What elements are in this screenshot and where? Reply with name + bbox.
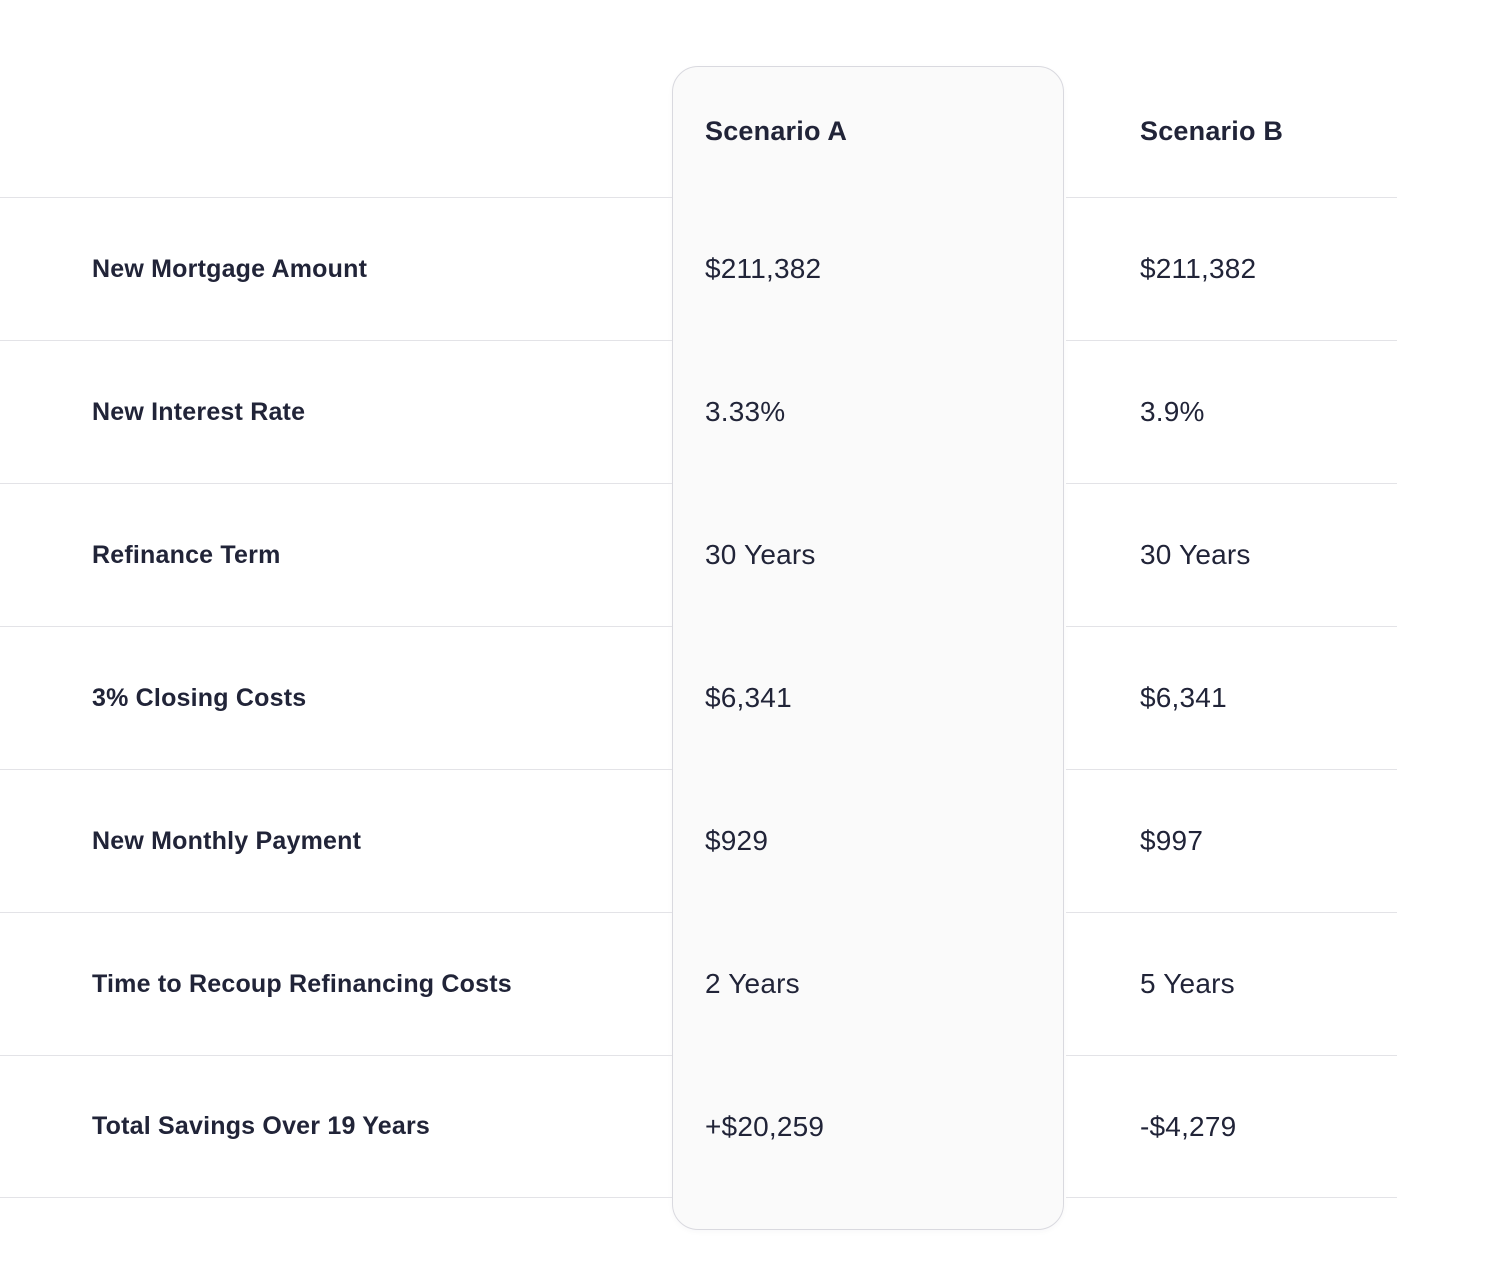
row-left-margin bbox=[0, 197, 92, 340]
row-label-cell: New Interest Rate bbox=[92, 340, 672, 483]
row-label-cell: Time to Recoup Refinancing Costs bbox=[92, 912, 672, 1055]
row-right-margin bbox=[1397, 912, 1506, 1055]
row-label: New Monthly Payment bbox=[92, 826, 362, 855]
row-right-margin bbox=[1397, 340, 1506, 483]
scenario-a-title: Scenario A bbox=[705, 116, 848, 146]
scenario-a-value: +$20,259 bbox=[705, 1110, 825, 1142]
scenario-b-value-cell: $6,341 bbox=[1066, 626, 1397, 769]
row-label-cell: Total Savings Over 19 Years bbox=[92, 1055, 672, 1198]
scenario-b-value-cell: -$4,279 bbox=[1066, 1055, 1397, 1198]
row-left-margin bbox=[0, 340, 92, 483]
table-row: Time to Recoup Refinancing Costs 2 Years 5… bbox=[0, 912, 1506, 1055]
row-label-cell: New Mortgage Amount bbox=[92, 197, 672, 340]
column-header-scenario-b: Scenario B bbox=[1066, 0, 1397, 197]
scenario-a-value-cell: $929 bbox=[672, 769, 1066, 912]
table-row: New Interest Rate 3.33% 3.9% bbox=[0, 340, 1506, 483]
scenario-a-value-cell: 2 Years bbox=[672, 912, 1066, 1055]
row-label: 3% Closing Costs bbox=[92, 683, 307, 712]
row-right-margin bbox=[1397, 197, 1506, 340]
comparison-rows: New Mortgage Amount $211,382 $211,382 New I… bbox=[0, 197, 1506, 1198]
scenario-a-value: $211,382 bbox=[705, 252, 822, 284]
row-label: New Mortgage Amount bbox=[92, 254, 368, 283]
scenario-a-value: 2 Years bbox=[705, 967, 800, 999]
scenario-b-value: 30 Years bbox=[1140, 539, 1251, 570]
row-label: Time to Recoup Refinancing Costs bbox=[92, 969, 512, 998]
scenario-b-value-cell: $211,382 bbox=[1066, 197, 1397, 340]
table-row: Refinance Term 30 Years 30 Years bbox=[0, 483, 1506, 626]
header-label-spacer bbox=[92, 0, 672, 197]
scenario-b-title: Scenario B bbox=[1140, 116, 1284, 146]
row-label: Total Savings Over 19 Years bbox=[92, 1112, 430, 1141]
row-label-cell: New Monthly Payment bbox=[92, 769, 672, 912]
column-header-scenario-a: Scenario A bbox=[672, 0, 1066, 197]
row-left-margin bbox=[0, 626, 92, 769]
table-header-row: Scenario A Scenario B bbox=[0, 0, 1506, 197]
table-row: 3% Closing Costs $6,341 $6,341 bbox=[0, 626, 1506, 769]
row-left-margin bbox=[0, 1055, 92, 1198]
scenario-b-value-cell: 5 Years bbox=[1066, 912, 1397, 1055]
row-label: New Interest Rate bbox=[92, 397, 306, 426]
table-row: New Monthly Payment $929 $997 bbox=[0, 769, 1506, 912]
row-left-margin bbox=[0, 912, 92, 1055]
scenario-a-value-cell: +$20,259 bbox=[672, 1055, 1066, 1198]
scenario-a-value: 30 Years bbox=[705, 538, 816, 570]
scenario-a-value: 3.33% bbox=[705, 395, 786, 427]
scenario-b-value-cell: 3.9% bbox=[1066, 340, 1397, 483]
scenario-b-value-cell: 30 Years bbox=[1066, 483, 1397, 626]
row-right-margin bbox=[1397, 1055, 1506, 1198]
scenario-b-value: $997 bbox=[1140, 825, 1204, 856]
row-left-margin bbox=[0, 483, 92, 626]
scenario-b-value-cell: $997 bbox=[1066, 769, 1397, 912]
scenario-a-highlight-card bbox=[672, 66, 1064, 1230]
row-right-margin bbox=[1397, 769, 1506, 912]
scenario-b-value: 3.9% bbox=[1140, 396, 1205, 427]
scenario-a-value-cell: 3.33% bbox=[672, 340, 1066, 483]
scenario-b-value: $211,382 bbox=[1140, 253, 1257, 284]
scenario-b-value: $6,341 bbox=[1140, 682, 1227, 713]
row-right-margin bbox=[1397, 483, 1506, 626]
scenario-a-value-cell: $211,382 bbox=[672, 197, 1066, 340]
row-label: Refinance Term bbox=[92, 540, 281, 569]
scenario-b-value: 5 Years bbox=[1140, 968, 1235, 999]
row-label-cell: Refinance Term bbox=[92, 483, 672, 626]
table-row: Total Savings Over 19 Years +$20,259 -$4,2… bbox=[0, 1055, 1506, 1198]
scenario-a-value: $6,341 bbox=[705, 681, 792, 713]
scenario-comparison-table: Scenario A Scenario B New Mortgage Amoun… bbox=[0, 0, 1506, 1198]
scenario-a-value: $929 bbox=[705, 824, 769, 856]
scenario-a-value-cell: 30 Years bbox=[672, 483, 1066, 626]
header-right-spacer bbox=[1397, 0, 1506, 197]
row-right-margin bbox=[1397, 626, 1506, 769]
row-label-cell: 3% Closing Costs bbox=[92, 626, 672, 769]
row-left-margin bbox=[0, 769, 92, 912]
scenario-a-value-cell: $6,341 bbox=[672, 626, 1066, 769]
scenario-b-value: -$4,279 bbox=[1140, 1110, 1237, 1142]
header-spacer bbox=[0, 0, 92, 197]
table-row: New Mortgage Amount $211,382 $211,382 bbox=[0, 197, 1506, 340]
